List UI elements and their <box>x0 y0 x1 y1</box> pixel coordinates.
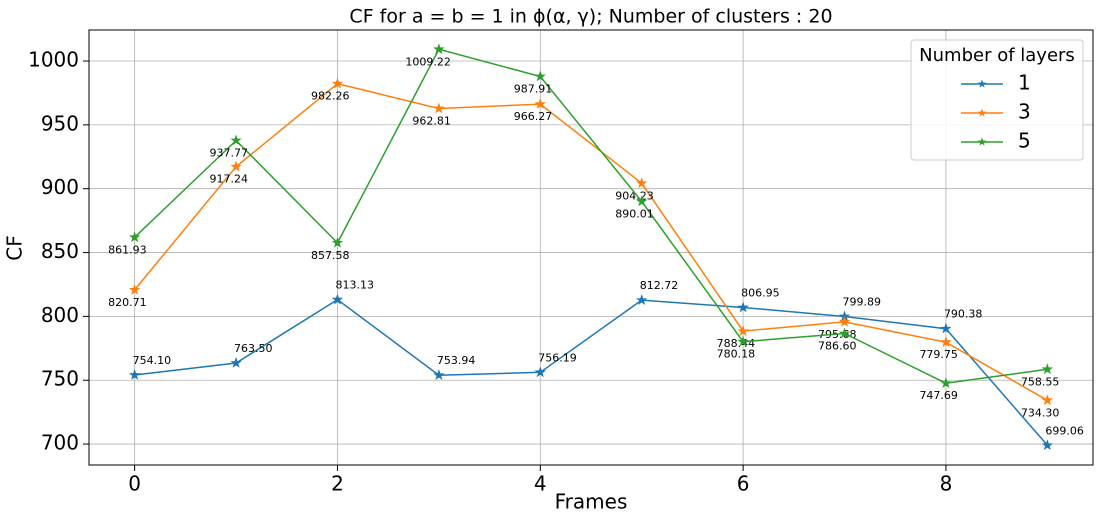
point-marker <box>1041 439 1054 451</box>
point-marker <box>128 283 141 295</box>
series-line <box>134 48 1048 384</box>
point-marker <box>940 322 952 334</box>
data-label: 812.72 <box>640 279 679 292</box>
point-marker <box>1041 363 1053 375</box>
point-marker <box>635 294 648 306</box>
point-marker <box>1041 394 1054 406</box>
data-label: 937.77 <box>210 146 249 159</box>
x-tick-label: 0 <box>128 472 141 496</box>
data-label: 758.55 <box>1021 375 1060 388</box>
series-line <box>134 298 1048 446</box>
point-marker <box>940 336 952 348</box>
data-label: 982.26 <box>311 90 350 103</box>
data-label: 763.50 <box>234 342 273 355</box>
legend-label: 3 <box>1018 100 1031 124</box>
data-label: 820.71 <box>108 296 147 309</box>
point-marker <box>128 231 141 243</box>
point-marker <box>635 195 648 207</box>
data-label: 962.81 <box>412 115 451 128</box>
legend-box <box>910 39 1084 161</box>
data-label: 987.91 <box>514 82 553 95</box>
data-label: 917.24 <box>210 173 249 186</box>
x-tick-label: 2 <box>331 472 344 496</box>
plot-frame <box>88 29 1094 466</box>
y-tick-label: 700 <box>41 431 79 455</box>
point-marker <box>433 369 445 381</box>
point-marker <box>433 102 445 114</box>
y-tick-label: 800 <box>41 303 79 327</box>
point-marker <box>737 335 749 347</box>
data-label: 786.60 <box>818 339 857 352</box>
y-tick-label: 1000 <box>28 48 79 72</box>
x-tick-label: 4 <box>534 472 547 496</box>
data-label: 861.93 <box>108 243 147 256</box>
x-tick-label: 6 <box>737 472 750 496</box>
point-marker <box>331 236 344 248</box>
data-label: 799.89 <box>843 296 882 309</box>
legend-marker <box>977 108 987 117</box>
point-marker <box>331 293 344 305</box>
x-axis-label: Frames <box>555 490 628 514</box>
point-marker <box>534 98 547 109</box>
data-label: 747.69 <box>919 389 958 402</box>
data-label: 790.38 <box>944 308 983 321</box>
point-marker <box>737 301 749 313</box>
data-label: 966.27 <box>514 110 553 123</box>
point-marker <box>838 315 851 327</box>
legend-label: 1 <box>1018 71 1031 95</box>
data-label: 780.18 <box>717 348 756 361</box>
y-tick-label: 750 <box>41 367 79 391</box>
point-marker <box>331 77 344 89</box>
data-label: 779.75 <box>919 348 958 361</box>
data-label: 756.19 <box>538 351 577 364</box>
point-marker <box>128 368 141 380</box>
point-marker <box>940 377 952 389</box>
data-label: 857.58 <box>311 249 350 262</box>
point-marker <box>635 177 648 189</box>
legend-title: Number of layers <box>919 45 1075 66</box>
y-axis-label: CF <box>3 235 27 260</box>
y-tick-label: 850 <box>41 239 79 263</box>
data-label: 754.10 <box>133 354 172 367</box>
y-tick-label: 950 <box>41 111 79 135</box>
chart-title: CF for a = b = 1 in ϕ(α, γ); Number of c… <box>349 6 832 28</box>
point-marker <box>737 325 749 337</box>
legend-label: 5 <box>1018 129 1031 153</box>
point-marker <box>433 43 445 55</box>
x-tick-label: 8 <box>940 472 953 496</box>
point-marker <box>838 327 851 339</box>
data-label: 890.01 <box>615 207 654 220</box>
data-label: 806.95 <box>741 287 780 300</box>
point-marker <box>230 356 242 368</box>
point-marker <box>534 366 547 378</box>
data-label: 1009.22 <box>405 55 451 68</box>
data-label: 813.13 <box>335 279 374 292</box>
point-marker <box>230 160 242 172</box>
series-line <box>134 82 1048 401</box>
data-label: 904.23 <box>615 189 654 202</box>
point-marker <box>534 70 547 82</box>
data-label: 734.30 <box>1021 406 1060 419</box>
data-label: 699.06 <box>1045 424 1084 437</box>
point-marker <box>230 134 242 146</box>
y-tick-label: 900 <box>41 175 79 199</box>
legend-marker <box>977 79 987 88</box>
data-label: 753.94 <box>437 354 476 367</box>
legend-marker <box>977 137 987 146</box>
